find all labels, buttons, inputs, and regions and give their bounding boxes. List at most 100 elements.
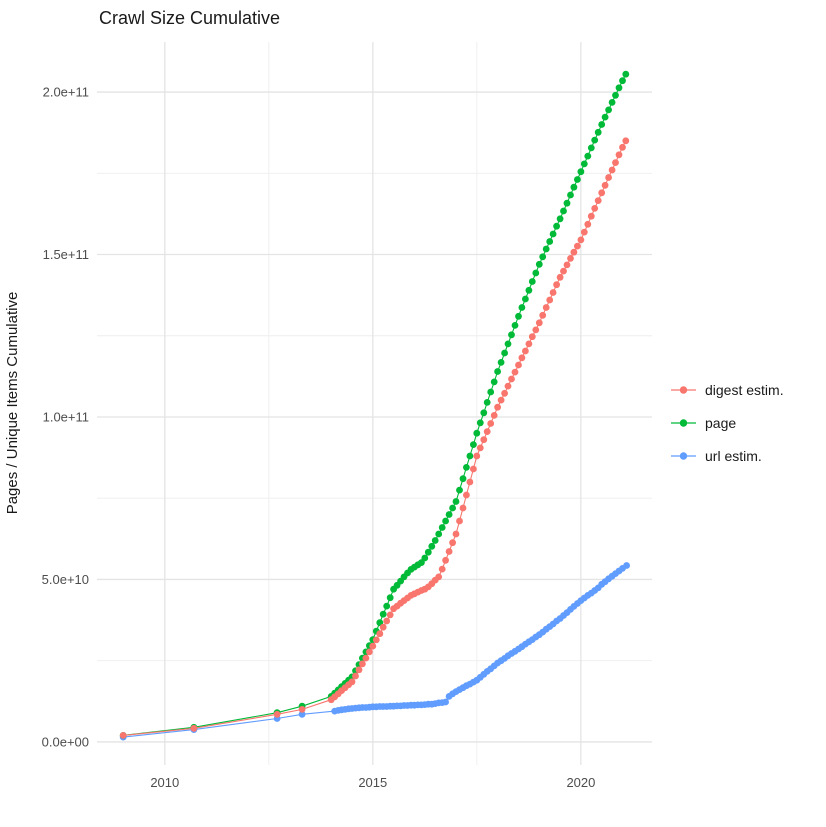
- data-point: [553, 222, 560, 230]
- data-point: [601, 181, 609, 189]
- data-point: [376, 630, 384, 638]
- data-point: [442, 698, 449, 706]
- data-point: [563, 199, 571, 207]
- data-point: [615, 151, 623, 159]
- data-point: [490, 378, 498, 386]
- data-point: [470, 441, 477, 448]
- data-point: [532, 326, 540, 334]
- data-point: [494, 403, 501, 411]
- data-point: [584, 220, 592, 228]
- data-point: [428, 542, 436, 550]
- data-point: [525, 340, 533, 348]
- data-point: [421, 554, 429, 562]
- x-tick-label: 2015: [358, 775, 387, 790]
- data-point: [580, 228, 588, 236]
- data-point: [623, 562, 630, 569]
- data-point: [528, 278, 536, 285]
- data-point: [456, 486, 463, 494]
- data-point: [528, 333, 536, 341]
- data-point: [549, 230, 557, 238]
- data-point: [497, 359, 505, 366]
- data-point: [587, 212, 595, 220]
- y-tick-label: 5.0e+10: [42, 572, 89, 587]
- y-tick-label: 1.5e+11: [43, 247, 89, 262]
- data-point: [369, 642, 377, 650]
- data-point: [615, 84, 623, 92]
- data-point: [490, 412, 498, 419]
- data-point: [273, 710, 281, 718]
- data-point: [560, 207, 567, 215]
- data-point: [511, 322, 519, 329]
- data-point: [435, 530, 443, 538]
- data-point: [508, 375, 515, 383]
- data-point: [298, 706, 306, 713]
- data-point: [515, 312, 522, 320]
- data-point: [622, 137, 630, 145]
- data-point: [190, 724, 198, 732]
- data-point: [476, 444, 484, 452]
- y-tick-label: 2.0e+11: [43, 85, 89, 100]
- data-point: [605, 174, 612, 181]
- data-point: [476, 419, 484, 427]
- data-point: [497, 396, 505, 404]
- data-point: [584, 152, 592, 160]
- legend-label: page: [705, 415, 737, 431]
- data-point: [542, 304, 550, 311]
- data-point: [449, 504, 456, 512]
- data-point: [570, 248, 578, 256]
- data-point: [577, 236, 585, 244]
- data-point: [622, 70, 630, 78]
- series-layer: [119, 70, 630, 741]
- chart-title: Crawl Size Cumulative: [99, 8, 280, 28]
- legend-item-digest-estim: digest estim.: [670, 379, 784, 401]
- data-point: [574, 176, 581, 183]
- data-point: [563, 261, 571, 269]
- data-point: [445, 511, 453, 518]
- y-tick-label: 1.0e+11: [43, 410, 89, 425]
- data-point: [431, 537, 439, 544]
- data-point: [567, 255, 574, 262]
- data-point: [549, 289, 557, 296]
- data-point: [501, 349, 508, 357]
- data-point: [379, 623, 387, 631]
- data-point: [546, 296, 554, 304]
- data-point: [466, 452, 474, 460]
- data-point: [539, 311, 547, 319]
- data-point: [587, 144, 595, 152]
- data-point: [553, 281, 560, 289]
- data-point: [456, 517, 463, 525]
- data-point: [386, 611, 394, 619]
- data-point: [383, 602, 391, 610]
- x-tick-label: 2010: [150, 775, 179, 790]
- data-point: [504, 340, 512, 348]
- legend-label: url estim.: [705, 448, 762, 464]
- series-line-url-estim-: [123, 565, 627, 738]
- data-point: [355, 666, 363, 674]
- data-point: [619, 143, 626, 151]
- legend-label: digest estim.: [705, 382, 784, 398]
- data-point: [466, 478, 474, 486]
- data-point: [570, 183, 578, 191]
- data-point: [591, 136, 599, 144]
- data-point: [594, 197, 602, 205]
- legend-key-digest-icon: [671, 386, 696, 394]
- data-point: [463, 491, 470, 499]
- data-point: [348, 678, 356, 686]
- y-tick-label: 0.0e+00: [42, 734, 89, 749]
- data-point: [298, 710, 306, 718]
- y-axis-title: Pages / Unique Items Cumulative: [4, 292, 21, 515]
- data-point: [539, 253, 547, 261]
- data-point: [480, 409, 488, 417]
- data-point: [522, 347, 529, 355]
- data-point: [542, 245, 550, 253]
- data-point: [442, 556, 449, 564]
- data-point: [383, 617, 391, 625]
- data-point: [452, 530, 460, 538]
- data-point: [518, 354, 526, 362]
- data-point: [574, 242, 581, 250]
- data-point: [619, 77, 626, 85]
- data-point: [598, 121, 606, 128]
- data-point: [504, 382, 512, 390]
